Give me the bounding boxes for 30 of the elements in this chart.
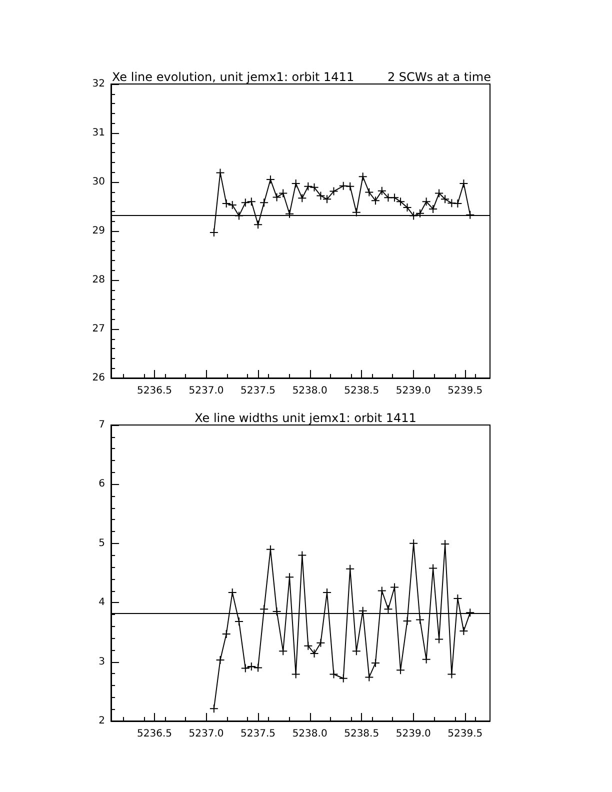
y-tick-label: 2 xyxy=(98,716,105,726)
y-tick-label: 30 xyxy=(92,176,105,188)
y-tick-label: 3 xyxy=(98,656,105,668)
y-tick-label: 28 xyxy=(92,274,105,286)
x-tick-label: 5239.0 xyxy=(396,386,431,396)
y-tick-label: 6 xyxy=(98,478,105,490)
x-tick-label: 5236.5 xyxy=(136,386,172,396)
y-tick-label: 27 xyxy=(92,324,105,334)
y-tick-label: 29 xyxy=(92,226,105,236)
y-tick-label: 5 xyxy=(98,538,105,549)
y-tick-label: 26 xyxy=(92,372,105,384)
y-tick-label: 32 xyxy=(92,78,105,90)
x-tick-label: 5237.5 xyxy=(240,728,276,740)
x-tick-label: 5237.0 xyxy=(188,386,224,396)
x-tick-label: 5237.5 xyxy=(240,386,276,396)
y-tick-label: 4 xyxy=(98,597,105,608)
x-tick-label: 5239.0 xyxy=(396,728,431,740)
y-tick-label: 7 xyxy=(98,420,105,430)
chart-title: Xe line evolution, unit jemx1: orbit 1411 xyxy=(112,70,354,84)
x-tick-label: 5237.0 xyxy=(188,728,224,740)
y-tick-label: 31 xyxy=(92,128,105,138)
x-tick-label: 5238.5 xyxy=(344,386,380,396)
chart-title: Xe line widths unit jemx1: orbit 1411 xyxy=(194,411,416,425)
x-tick-label: 5239.5 xyxy=(448,386,483,396)
x-tick-label: 5236.5 xyxy=(136,728,172,740)
x-tick-label: 5239.5 xyxy=(448,728,483,740)
chart-subtitle: 2 SCWs at a time xyxy=(387,70,491,84)
x-tick-label: 5238.0 xyxy=(292,386,328,396)
x-tick-label: 5238.0 xyxy=(292,728,328,740)
x-tick-label: 5238.5 xyxy=(344,728,380,740)
